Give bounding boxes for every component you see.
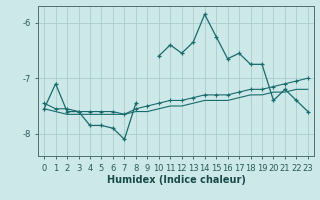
X-axis label: Humidex (Indice chaleur): Humidex (Indice chaleur) bbox=[107, 175, 245, 185]
